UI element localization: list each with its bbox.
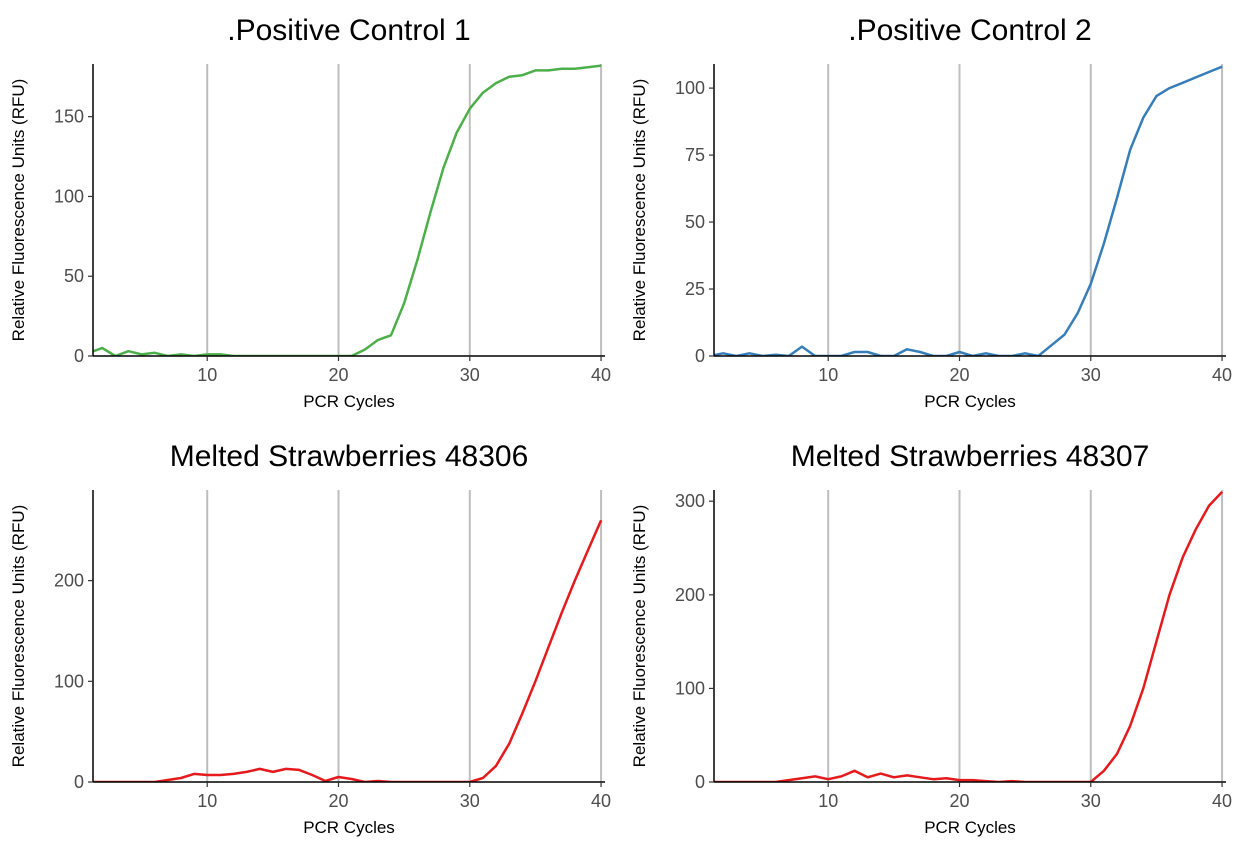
x-tick-label: 10 — [197, 365, 217, 385]
x-tick-label: 30 — [1081, 791, 1101, 811]
chart-title: Melted Strawberries 48307 — [791, 440, 1150, 473]
y-tick-label: 200 — [54, 571, 84, 591]
y-axis-label: Relative Fluorescence Units (RFU) — [630, 79, 649, 342]
chart-svg: 10 20 30 40 0 100 200 300 Melted Strawberries 48… — [630, 440, 1232, 837]
x-tick-label: 20 — [328, 365, 348, 385]
chart-svg: 10 20 30 40 0 50 100 150 .Positive Control 1 PCR … — [9, 14, 611, 411]
chart-svg: 10 20 30 40 0 100 200 Melted Strawberries 48306… — [9, 440, 611, 837]
y-tick-label: 150 — [54, 107, 84, 127]
y-axis-label: Relative Fluorescence Units (RFU) — [9, 505, 28, 768]
chart-svg: 10 20 30 40 0 25 50 75 100 .Positive Control 2 PCR… — [630, 14, 1232, 411]
y-tick-label: 200 — [675, 585, 705, 605]
y-tick-label: 0 — [74, 772, 84, 792]
x-tick-label: 10 — [818, 791, 838, 811]
y-tick-label: 75 — [685, 145, 705, 165]
chart-panel-melted-strawberries-48306: 10 20 30 40 0 100 200 Melted Strawberries 48306… — [0, 426, 621, 852]
y-tick-label: 25 — [685, 279, 705, 299]
x-tick-label: 10 — [197, 791, 217, 811]
y-axis-label: Relative Fluorescence Units (RFU) — [630, 505, 649, 768]
x-tick-label: 20 — [328, 791, 348, 811]
x-axis-label: PCR Cycles — [924, 392, 1016, 411]
chart-title: Melted Strawberries 48306 — [170, 440, 529, 473]
y-tick-label: 0 — [695, 346, 705, 366]
y-tick-label: 0 — [695, 772, 705, 792]
series-line — [714, 491, 1224, 782]
x-axis-label: PCR Cycles — [303, 392, 395, 411]
y-tick-label: 100 — [54, 186, 84, 206]
chart-title: .Positive Control 2 — [848, 14, 1091, 47]
x-axis-label: PCR Cycles — [303, 818, 395, 837]
x-tick-label: 40 — [1212, 791, 1232, 811]
y-axis-label: Relative Fluorescence Units (RFU) — [9, 79, 28, 342]
chart-panel-melted-strawberries-48307: 10 20 30 40 0 100 200 300 Melted Strawberries 48… — [621, 426, 1242, 852]
x-axis-label: PCR Cycles — [924, 818, 1016, 837]
y-tick-label: 100 — [675, 78, 705, 98]
y-tick-label: 50 — [64, 266, 84, 286]
series-line — [93, 519, 603, 782]
x-tick-label: 20 — [949, 791, 969, 811]
series-line — [714, 65, 1223, 356]
y-tick-label: 300 — [675, 491, 705, 511]
y-tick-label: 50 — [685, 212, 705, 232]
x-tick-label: 40 — [1212, 365, 1232, 385]
y-tick-label: 100 — [675, 678, 705, 698]
x-tick-label: 30 — [1081, 365, 1101, 385]
chart-panel-positive-control-2: 10 20 30 40 0 25 50 75 100 .Positive Control 2 PCR… — [621, 0, 1242, 426]
x-tick-label: 40 — [591, 365, 611, 385]
chart-title: .Positive Control 1 — [227, 14, 470, 47]
series-line — [93, 64, 602, 356]
x-tick-label: 10 — [818, 365, 838, 385]
y-tick-label: 100 — [54, 671, 84, 691]
chart-panel-positive-control-1: 10 20 30 40 0 50 100 150 .Positive Control 1 PCR … — [0, 0, 621, 426]
x-tick-label: 30 — [460, 365, 480, 385]
x-tick-label: 40 — [591, 791, 611, 811]
x-tick-label: 30 — [460, 791, 480, 811]
y-tick-label: 0 — [74, 346, 84, 366]
x-tick-label: 20 — [949, 365, 969, 385]
